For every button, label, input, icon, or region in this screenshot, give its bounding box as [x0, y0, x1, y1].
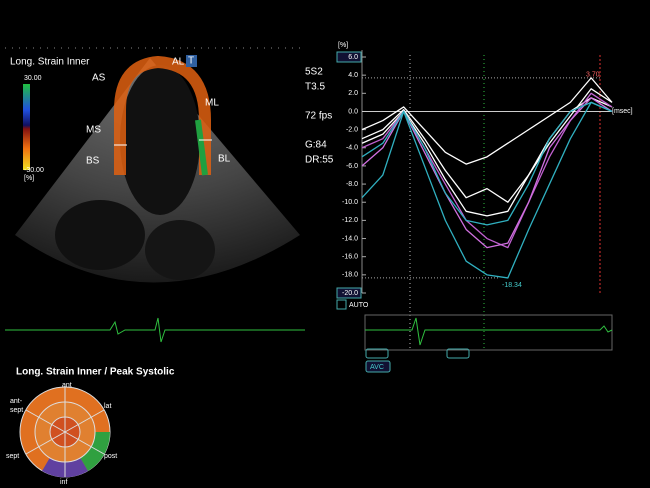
y-tick-label: -20.0 [342, 290, 358, 297]
setting: 72 fps [305, 111, 332, 122]
strain-curve [361, 88, 613, 217]
ecg-trace [5, 317, 305, 343]
strain-band [114, 55, 211, 175]
avc-button[interactable] [365, 360, 391, 373]
event-button[interactable] [365, 348, 389, 359]
setting: G:84 [305, 140, 327, 151]
y-tick-label: -6.0 [346, 163, 358, 170]
x-unit: [msec] [612, 108, 633, 115]
strain-curve [361, 101, 613, 226]
bullseye-label: ant- [10, 398, 23, 405]
segment-label: BS [86, 156, 100, 167]
setting: DR:55 [305, 155, 334, 166]
y-tick-label: -16.0 [342, 254, 358, 261]
scale-unit: [%] [24, 175, 34, 182]
ecg-panel [364, 314, 613, 351]
tick-box [336, 51, 362, 63]
strain-curve [361, 77, 613, 165]
tick-box [336, 287, 362, 299]
bullseye-label: lat [104, 403, 111, 410]
bullseye-label: ant [62, 382, 72, 389]
ecg-trace [365, 317, 613, 346]
auto-checkbox[interactable] [336, 299, 347, 310]
y-tick-label: -2.0 [346, 126, 358, 133]
auto-label: AUTO [349, 302, 369, 309]
y-tick-label: -4.0 [346, 145, 358, 152]
bullseye [19, 386, 111, 478]
color-bar [23, 84, 30, 170]
min-label: -18.34 [502, 282, 522, 289]
segment-label: ML [205, 98, 219, 109]
y-tick-label: -12.0 [342, 217, 358, 224]
segment-label: AS [92, 73, 106, 84]
probe-marker: T [188, 56, 194, 67]
segment-label: AL [172, 57, 185, 68]
bullseye-label: sept [6, 453, 19, 460]
atrium [145, 220, 215, 280]
strain-chart: 6.0 4.0 2.0 0.0 -2.0 -4.0 -6.0 -8.0 -10.0 -12.0 -1… [336, 51, 613, 299]
lv-chamber [120, 65, 200, 215]
event-button[interactable] [446, 348, 470, 359]
segment-label: BL [218, 154, 231, 165]
scale-max: 30.00 [24, 75, 42, 82]
setting: T3.5 [305, 82, 325, 93]
settings: 5S2 T3.5 72 fps G:84 DR:55 [305, 67, 334, 166]
probe-marker-box [186, 55, 197, 67]
setting: 5S2 [305, 67, 323, 78]
panel-title: Long. Strain Inner [10, 57, 90, 68]
y-tick-label: -10.0 [342, 199, 358, 206]
strain-curve [361, 97, 613, 203]
bullseye-label: inf [60, 479, 67, 486]
segment-dividers [25, 387, 105, 477]
la-chamber [55, 200, 145, 270]
bullseye-label: post [104, 453, 117, 460]
scale-min: -30.00 [24, 167, 44, 174]
strain-band-green [195, 119, 208, 176]
y-tick-label: -18.0 [342, 272, 358, 279]
y-unit: [%] [338, 42, 348, 49]
y-tick-label: 0.0 [348, 108, 358, 115]
peak-label: 3.70 [586, 72, 600, 79]
y-tick-label: -8.0 [346, 181, 358, 188]
segment-label: MS [86, 125, 101, 136]
y-tick-label: 2.0 [348, 90, 358, 97]
bullseye-title: Long. Strain Inner / Peak Systolic [16, 367, 175, 378]
y-tick-label: -14.0 [342, 235, 358, 242]
y-tick-label: 6.0 [348, 54, 358, 61]
strain-curve [361, 101, 613, 279]
avc-label[interactable]: AVC [370, 364, 384, 371]
y-tick-label: 4.0 [348, 72, 358, 79]
bullseye-label: sept [10, 407, 23, 414]
